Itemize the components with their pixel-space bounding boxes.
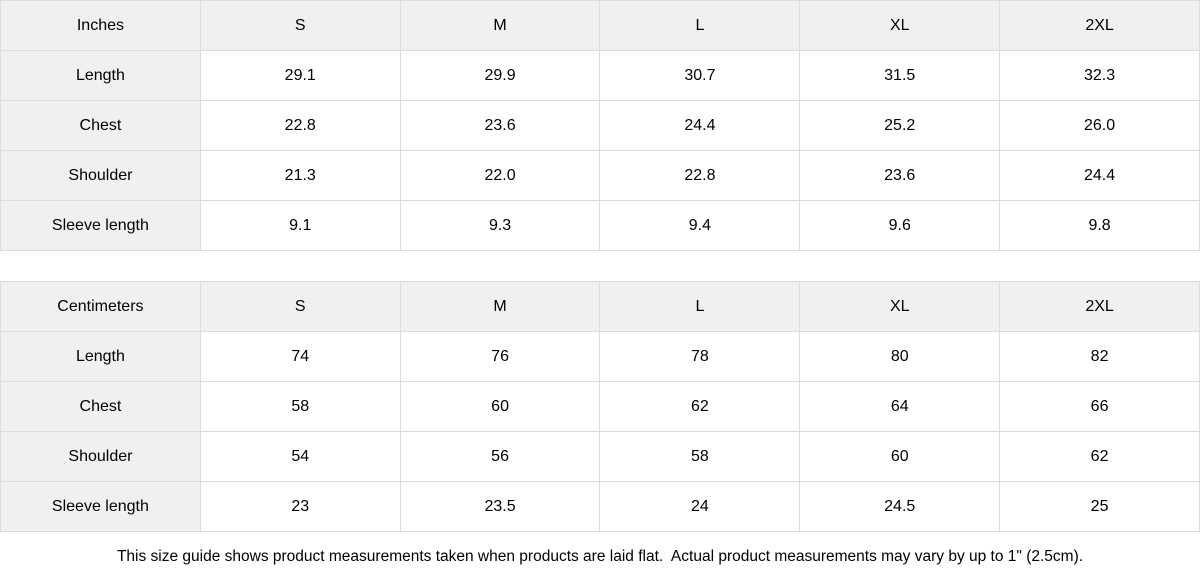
header-row: Centimeters S M L XL 2XL [0,281,1200,332]
measurement-cell: 9.8 [999,200,1200,251]
unit-header-cell: Inches [0,0,201,51]
measurement-cell: 25.2 [799,100,1001,151]
measurement-cell: 24 [599,481,801,532]
table-row-shoulder: Shoulder 21.3 22.0 22.8 23.6 24.4 [0,150,1200,201]
row-label: Shoulder [0,150,201,201]
size-column-header-xl: XL [799,0,1001,51]
measurement-cell: 31.5 [799,50,1001,101]
measurement-cell: 22.8 [199,100,401,151]
measurement-cell: 58 [199,381,401,432]
measurement-cell: 24.5 [799,481,1001,532]
row-label: Chest [0,100,201,151]
size-column-header-s: S [199,281,401,332]
measurement-cell: 80 [799,331,1001,382]
measurement-cell: 23.5 [399,481,601,532]
measurement-cell: 23.6 [399,100,601,151]
measurement-cell: 62 [999,431,1200,482]
size-column-header-xl: XL [799,281,1001,332]
measurement-cell: 64 [799,381,1001,432]
measurement-cell: 60 [399,381,601,432]
measurement-cell: 58 [599,431,801,482]
measurement-cell: 60 [799,431,1001,482]
table-row-chest: Chest 22.8 23.6 24.4 25.2 26.0 [0,100,1200,151]
size-column-header-m: M [399,0,601,51]
size-table-inches: Inches S M L XL 2XL Length 29.1 29.9 30.… [0,0,1200,251]
measurement-cell: 21.3 [199,150,401,201]
measurement-cell: 30.7 [599,50,801,101]
measurement-cell: 56 [399,431,601,482]
table-gap [0,251,1200,281]
measurement-cell: 78 [599,331,801,382]
measurement-cell: 74 [199,331,401,382]
measurement-cell: 9.4 [599,200,801,251]
table-row-shoulder: Shoulder 54 56 58 60 62 [0,431,1200,482]
measurement-cell: 9.6 [799,200,1001,251]
table-row-sleeve-length: Sleeve length 9.1 9.3 9.4 9.6 9.8 [0,200,1200,251]
measurement-cell: 9.3 [399,200,601,251]
row-label: Sleeve length [0,200,201,251]
measurement-cell: 9.1 [199,200,401,251]
measurement-cell: 66 [999,381,1200,432]
measurement-cell: 29.1 [199,50,401,101]
table-row-length: Length 29.1 29.9 30.7 31.5 32.3 [0,50,1200,101]
measurement-cell: 23 [199,481,401,532]
table-row-length: Length 74 76 78 80 82 [0,331,1200,382]
row-label: Sleeve length [0,481,201,532]
size-column-header-2xl: 2XL [999,0,1200,51]
size-column-header-m: M [399,281,601,332]
row-label: Chest [0,381,201,432]
measurement-cell: 82 [999,331,1200,382]
size-column-header-s: S [199,0,401,51]
unit-header-cell: Centimeters [0,281,201,332]
size-column-header-2xl: 2XL [999,281,1200,332]
measurement-cell: 23.6 [799,150,1001,201]
table-row-sleeve-length: Sleeve length 23 23.5 24 24.5 25 [0,481,1200,532]
row-label: Length [0,50,201,101]
size-guide-note: This size guide shows product measuremen… [0,532,1200,582]
size-table-centimeters: Centimeters S M L XL 2XL Length 74 76 78… [0,281,1200,532]
size-column-header-l: L [599,0,801,51]
header-row: Inches S M L XL 2XL [0,0,1200,51]
measurement-cell: 29.9 [399,50,601,101]
measurement-cell: 32.3 [999,50,1200,101]
measurement-cell: 76 [399,331,601,382]
measurement-cell: 22.8 [599,150,801,201]
size-column-header-l: L [599,281,801,332]
table-row-chest: Chest 58 60 62 64 66 [0,381,1200,432]
row-label: Shoulder [0,431,201,482]
measurement-cell: 24.4 [999,150,1200,201]
measurement-cell: 54 [199,431,401,482]
measurement-cell: 62 [599,381,801,432]
measurement-cell: 24.4 [599,100,801,151]
measurement-cell: 25 [999,481,1200,532]
row-label: Length [0,331,201,382]
measurement-cell: 26.0 [999,100,1200,151]
measurement-cell: 22.0 [399,150,601,201]
